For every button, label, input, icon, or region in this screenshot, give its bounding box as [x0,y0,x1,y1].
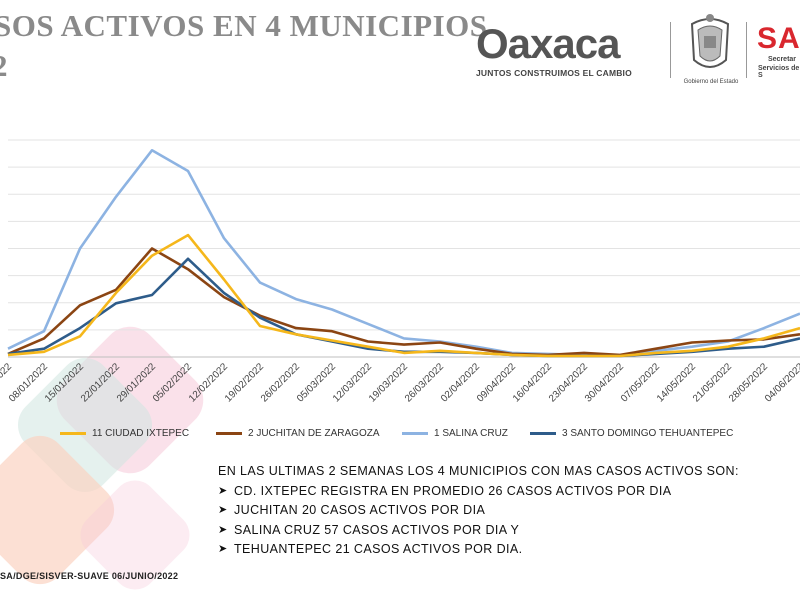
gobierno-caption: Gobierno del Estado [683,79,739,85]
series-line-ciudad-ixtepec [7,233,800,358]
legend-label: 11 CIUDAD IXTEPEC [92,428,190,439]
summary-bullet-text: TEHUANTEPEC 21 CASOS ACTIVOS POR DIA. [234,542,523,556]
decorative-background-shapes [0,326,204,590]
logo-divider [670,22,671,78]
legend-item-tehuantepec: 3 SANTO DOMINGO TEHUANTEPEC [530,428,733,439]
summary-intro: EN LAS ULTIMAS 2 SEMANAS LOS 4 MUNICIPIO… [218,464,739,478]
legend-item-ciudad-ixtepec: 11 CIUDAD IXTEPEC [60,428,189,439]
salud-subtitle-2: Servicios de S [758,65,800,79]
chart-series [7,149,800,358]
summary-bullet-text: SALINA CRUZ 57 CASOS ACTIVOS POR DIA Y [234,522,520,537]
salud-logo: SAL [757,22,800,55]
legend-label: 2 JUCHITAN DE ZARAGOZA [248,428,380,439]
summary-bullet-text: JUCHITAN 20 CASOS ACTIVOS POR DIA [234,503,486,517]
salud-subtitle-1: Secretar [768,56,797,63]
series-line-salina-cruz [7,149,800,358]
summary-bullet-text: CD. IXTEPEC REGISTRA EN PROMEDIO 26 CASO… [234,483,672,498]
active-cases-line-chart: 01/01/202208/01/202215/01/202222/01/2022… [0,139,800,405]
legend-label: 1 SALINA CRUZ [434,428,508,439]
x-axis-tick-labels: 01/01/202208/01/202215/01/202222/01/2022… [0,361,800,404]
summary-text: EN LAS ULTIMAS 2 SEMANAS LOS 4 MUNICIPIO… [218,462,739,560]
arrow-bullet-icon: ➤ [218,543,228,555]
legend-label: 3 SANTO DOMINGO TEHUANTEPEC [562,428,734,439]
oaxaca-logo: Oaxaca JUNTOS CONSTRUIMOS EL CAMBIO [476,22,656,92]
legend-swatch [60,432,86,435]
state-seal-icon [690,14,730,68]
series-line-tehuantepec [7,257,800,358]
logo-divider-2 [746,22,747,78]
arrow-bullet-icon: ➤ [218,523,228,536]
legend-item-salina-cruz: 1 SALINA CRUZ [402,428,508,439]
page-title: SOS ACTIVOS EN 4 MUNICIPIOS [0,8,488,43]
series-line-juchitan [7,247,800,357]
legend-item-juchitan: 2 JUCHITAN DE ZARAGOZA [216,428,380,439]
page-title-line2: 2 [0,48,8,84]
oaxaca-logo-word: Oaxaca [476,20,620,67]
arrow-bullet-icon: ➤ [218,484,228,497]
legend-swatch [402,432,428,435]
legend-swatch [530,432,556,435]
arrow-bullet-icon: ➤ [218,504,228,516]
summary-bullet: ➤ JUCHITAN 20 CASOS ACTIVOS POR DIA [218,501,739,521]
chart-legend: 11 CIUDAD IXTEPEC 2 JUCHITAN DE ZARAGOZA… [60,428,800,444]
legend-swatch [216,432,242,435]
summary-bullet: ➤ TEHUANTEPEC 21 CASOS ACTIVOS POR DIA. [218,540,739,560]
summary-bullet: ➤ CD. IXTEPEC REGISTRA EN PROMEDIO 26 CAS… [218,482,739,502]
data-source-footer: SA/DGE/SISVER-SUAVE 06/JUNIO/2022 [0,571,179,581]
chart-gridlines [8,139,800,358]
summary-bullet: ➤ SALINA CRUZ 57 CASOS ACTIVOS POR DIA Y [218,521,739,541]
oaxaca-logo-slogan: JUNTOS CONSTRUIMOS EL CAMBIO [476,68,632,78]
